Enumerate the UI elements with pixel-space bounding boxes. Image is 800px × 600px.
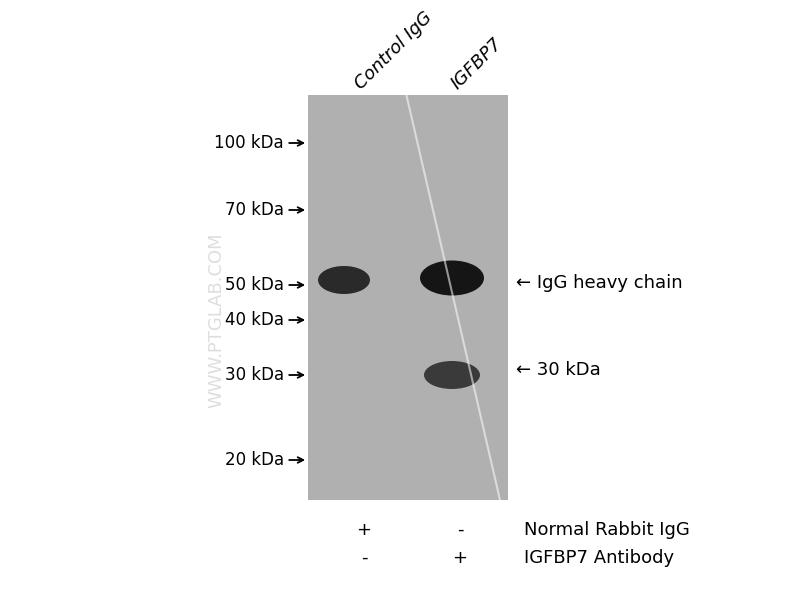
Text: 50 kDa: 50 kDa <box>225 276 284 294</box>
Ellipse shape <box>420 260 484 295</box>
Text: WWW.PTGLAB.COM: WWW.PTGLAB.COM <box>207 232 225 408</box>
Bar <box>308 95 508 500</box>
Text: +: + <box>453 549 467 567</box>
Text: 100 kDa: 100 kDa <box>214 134 284 152</box>
Ellipse shape <box>424 361 480 389</box>
Text: IGFBP7: IGFBP7 <box>447 35 506 93</box>
Text: 30 kDa: 30 kDa <box>225 366 284 384</box>
Text: Control IgG: Control IgG <box>351 8 436 93</box>
Text: 40 kDa: 40 kDa <box>225 311 284 329</box>
Text: IGFBP7 Antibody: IGFBP7 Antibody <box>524 549 674 567</box>
Ellipse shape <box>318 266 370 294</box>
Text: +: + <box>357 521 371 539</box>
Text: -: - <box>361 549 367 567</box>
Text: 70 kDa: 70 kDa <box>225 201 284 219</box>
Text: -: - <box>457 521 463 539</box>
Text: ← IgG heavy chain: ← IgG heavy chain <box>516 274 682 292</box>
Text: ← 30 kDa: ← 30 kDa <box>516 361 601 379</box>
Text: Normal Rabbit IgG: Normal Rabbit IgG <box>524 521 690 539</box>
Text: 20 kDa: 20 kDa <box>225 451 284 469</box>
